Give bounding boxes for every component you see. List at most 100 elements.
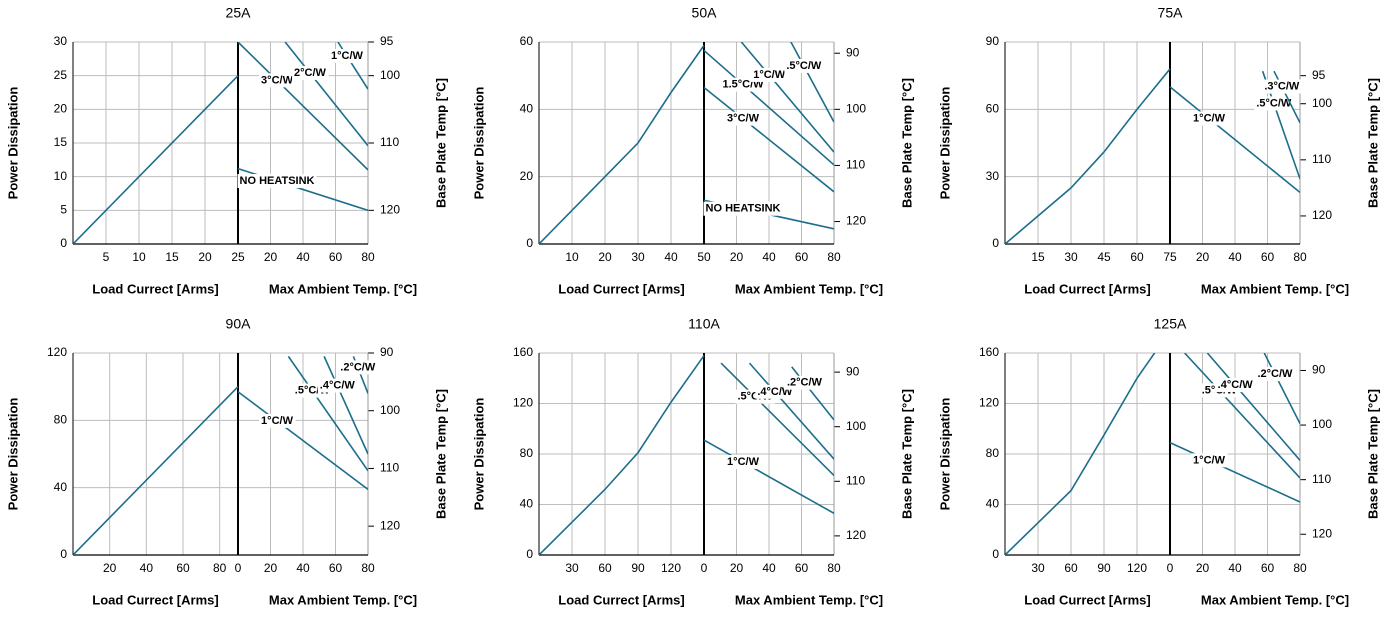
series-label: .5°C/W	[1256, 97, 1292, 109]
x2-tick-label: 80	[361, 250, 375, 264]
x-tick-label: 30	[1031, 561, 1045, 575]
y2-tick-label: 100	[380, 68, 400, 82]
x-axis-label: Load Currect [Arms]	[1024, 592, 1150, 607]
y-tick-label: 0	[60, 236, 67, 250]
label-bg	[784, 58, 824, 73]
derating-line	[287, 355, 368, 472]
derating-line	[703, 86, 834, 193]
x2-tick-label: 60	[1261, 250, 1275, 264]
load-curve	[1005, 353, 1156, 555]
y2-tick-label: 100	[846, 419, 866, 433]
x2-axis-label: Max Ambient Temp. [°C]	[1201, 592, 1349, 607]
y-tick-label: 0	[526, 547, 533, 561]
y2-tick-label: 110	[380, 135, 399, 149]
chart-panel: 25A Power Dissipation Base Plate Temp [°C]…	[5, 5, 448, 297]
x2-tick-label: 40	[296, 250, 310, 264]
load-curve	[73, 386, 239, 555]
x-tick-label: 5	[103, 250, 110, 264]
y2-tick-label: 120	[1312, 526, 1332, 540]
label-bg	[1254, 96, 1294, 111]
x-tick-label: 30	[1064, 250, 1078, 264]
y-tick-label: 25	[54, 68, 68, 82]
y2-tick-label: 110	[846, 473, 865, 487]
x-tick-label: 40	[664, 250, 678, 264]
load-curve	[539, 355, 705, 555]
series-label: 2°C/W	[294, 67, 327, 79]
y2-tick-label: 120	[1312, 208, 1332, 222]
x-tick-label: 10	[565, 250, 579, 264]
series-label: 1°C/W	[727, 456, 760, 468]
series-label: .5°C/W	[786, 60, 822, 72]
y-tick-label: 20	[520, 169, 534, 183]
y-tick-label: 160	[979, 345, 999, 359]
x2-tick-label: 0	[1167, 561, 1174, 575]
series-label: .4°C/W	[320, 380, 356, 392]
series-label: 3°C/W	[727, 113, 760, 125]
derating-line	[1184, 353, 1300, 479]
y-tick-label: 30	[986, 169, 1000, 183]
load-curve	[1005, 68, 1171, 244]
x2-tick-label: 40	[762, 561, 776, 575]
y2-tick-label: 110	[1312, 472, 1331, 486]
y-tick-label: 80	[520, 446, 534, 460]
label-bg	[329, 49, 366, 64]
y2-tick-label: 100	[380, 403, 400, 417]
label-bg	[317, 378, 358, 393]
label-bg	[292, 66, 329, 81]
y-tick-label: 120	[47, 345, 67, 359]
series-label: .4°C/W	[757, 386, 793, 398]
chart-panel: 125A Power Dissipation Base Plate Temp [°C…	[937, 316, 1380, 608]
x-axis-label: Load Currect [Arms]	[92, 281, 218, 296]
x-tick-label: 120	[1127, 561, 1147, 575]
chart-title: 90A	[226, 316, 252, 332]
series-label: 1°C/W	[261, 415, 294, 427]
series-label: 1°C/W	[1193, 112, 1226, 124]
y-tick-label: 80	[986, 446, 1000, 460]
y-axis-label: Power Dissipation	[5, 398, 20, 511]
y-tick-label: 40	[986, 497, 1000, 511]
y-tick-label: 0	[992, 236, 999, 250]
x2-axis-label: Max Ambient Temp. [°C]	[269, 281, 417, 296]
x2-tick-label: 20	[730, 561, 744, 575]
derating-line	[720, 362, 834, 477]
x2-tick-label: 40	[762, 250, 776, 264]
y-axis-label: Power Dissipation	[937, 87, 952, 200]
x2-tick-label: 80	[827, 250, 841, 264]
chart-panel: 90A Power Dissipation Base Plate Temp [°C]…	[5, 316, 448, 608]
x2-tick-label: 60	[329, 561, 343, 575]
series-label: .4°C/W	[1218, 379, 1254, 391]
x-tick-label: 60	[1064, 561, 1078, 575]
x-tick-label: 45	[1097, 250, 1111, 264]
y-tick-label: 0	[526, 236, 533, 250]
x-axis-label: Load Currect [Arms]	[92, 592, 218, 607]
chart-panel: 50A Power Dissipation Base Plate Temp [°C]…	[471, 5, 914, 297]
y-axis-label: Power Dissipation	[5, 87, 20, 200]
derating-line	[237, 391, 368, 490]
derating-line	[790, 42, 834, 123]
series-label: NO HEATSINK	[706, 203, 781, 215]
derating-line	[237, 42, 368, 171]
series-label: .2°C/W	[787, 377, 823, 389]
x2-tick-label: 20	[730, 250, 744, 264]
x2-tick-label: 40	[1228, 561, 1242, 575]
series-label: 1°C/W	[331, 50, 364, 62]
derating-line	[1263, 353, 1300, 425]
y2-tick-label: 95	[380, 34, 394, 48]
y-tick-label: 120	[979, 396, 999, 410]
y2-tick-label: 120	[846, 528, 866, 542]
chart-title: 75A	[1158, 5, 1184, 21]
x2-tick-label: 20	[1196, 561, 1210, 575]
x2-tick-label: 20	[264, 250, 278, 264]
x2-tick-label: 20	[264, 561, 278, 575]
x-tick-label: 15	[1031, 250, 1045, 264]
y-tick-label: 30	[54, 34, 68, 48]
x-tick-label: 40	[140, 561, 154, 575]
series-label: 1°C/W	[753, 69, 786, 81]
y-tick-label: 5	[60, 203, 67, 217]
x-axis-label: Load Currect [Arms]	[1024, 281, 1150, 296]
x-tick-label: 60	[598, 561, 612, 575]
series-label: 1°C/W	[1193, 454, 1226, 466]
x2-tick-label: 40	[296, 561, 310, 575]
label-bg	[784, 375, 825, 390]
